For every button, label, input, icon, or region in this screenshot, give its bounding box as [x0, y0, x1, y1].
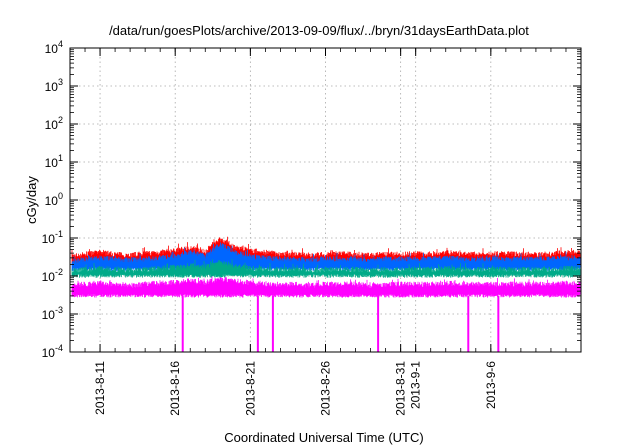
x-tick-label: 2013-8-11 [93, 361, 107, 415]
x-tick-label: 2013-8-31 [394, 361, 408, 416]
y-tick-label: 10-2 [42, 267, 63, 284]
x-axis-label: Coordinated Universal Time (UTC) [224, 430, 423, 445]
y-tick-label: 103 [45, 77, 63, 94]
x-tick-label: 2013-8-26 [319, 361, 333, 416]
y-tick-label: 10-3 [42, 305, 63, 322]
x-tick-label: 2013-8-21 [243, 361, 257, 416]
y-tick-label: 101 [45, 153, 63, 170]
x-tick-label: 2013-9-6 [484, 361, 498, 409]
y-tick-label: 102 [45, 115, 63, 132]
y-axis: 10-4 10-3 10-2 10-1 100 101 102 103 104 [42, 39, 581, 360]
y-tick-label: 100 [45, 191, 63, 208]
x-tick-label: 2013-8-16 [168, 361, 182, 416]
y-tick-label: 10-4 [42, 343, 63, 360]
x-axis: 2013-8-11 2013-8-16 2013-8-21 2013-8-26 2013… [69, 48, 582, 416]
y-tick-label: 104 [45, 39, 63, 56]
grid-lines [70, 48, 581, 352]
y-axis-label: cGy/day [24, 176, 39, 224]
series-band-3 [71, 259, 581, 278]
series-band-4 [71, 276, 581, 298]
x-tick-label: 2013-9-1 [409, 361, 423, 409]
series-band-2 [71, 242, 581, 271]
y-tick-label: 10-1 [42, 229, 63, 246]
chart-title: /data/run/goesPlots/archive/2013-09-09/f… [109, 23, 529, 38]
series-layer [71, 236, 581, 352]
